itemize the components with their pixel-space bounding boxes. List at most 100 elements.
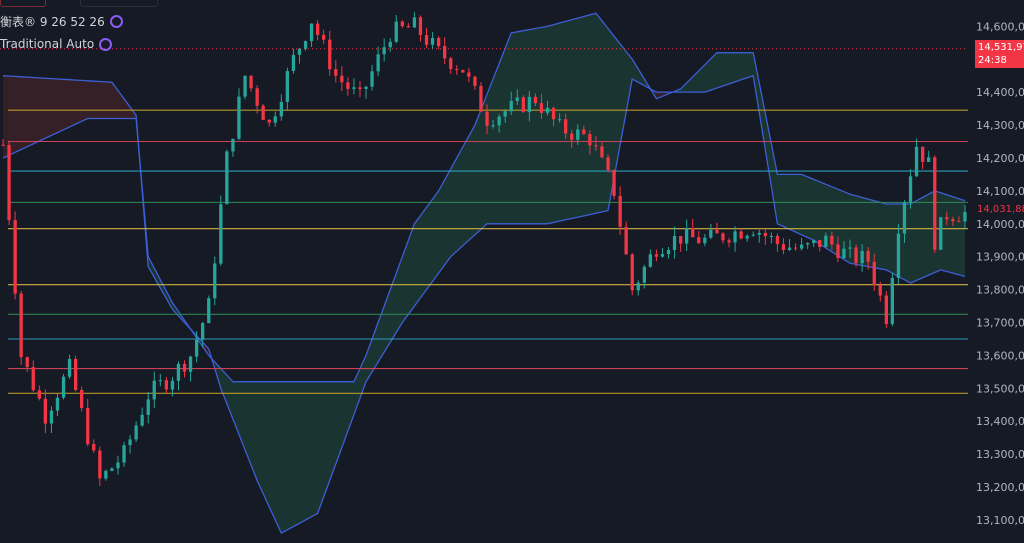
- candle-body-down: [261, 105, 265, 120]
- candle-body-down: [654, 254, 659, 257]
- candle-body-down: [346, 82, 350, 89]
- indicator-1-label: 衡表® 9 26 52 26: [0, 15, 105, 29]
- candle-body-down: [739, 231, 743, 239]
- candle-body-up: [709, 229, 713, 238]
- candle-body-down: [533, 96, 538, 104]
- candle-body-down: [691, 228, 695, 238]
- candle-body-down: [25, 357, 29, 368]
- candle-body-down: [92, 444, 96, 451]
- candle-body-up: [237, 96, 241, 139]
- candle-body-up: [842, 248, 846, 258]
- y-tick-label: 14,300,00: [976, 119, 1024, 132]
- candle-body-up: [225, 151, 229, 205]
- candle-body-up: [122, 445, 126, 463]
- candle-body-up: [412, 17, 417, 28]
- candle-body-up: [158, 380, 162, 382]
- candle-body-up: [394, 21, 398, 42]
- candle-body-down: [358, 87, 362, 90]
- candle-body-up: [787, 247, 792, 250]
- candle-body-down: [727, 240, 731, 243]
- candle-body-up: [860, 250, 864, 264]
- y-tick-label: 13,900,00: [976, 251, 1024, 264]
- candle-body-up: [558, 119, 562, 121]
- candle-body-up: [703, 237, 707, 244]
- indicator-legend-pivots[interactable]: Traditional Auto: [0, 37, 113, 51]
- indicator-legend-ichimoku[interactable]: 衡表® 9 26 52 26: [0, 13, 123, 30]
- candle-body-up: [812, 240, 816, 244]
- candle-body-up: [219, 204, 223, 264]
- candle-body-up: [201, 323, 205, 340]
- candle-body-up: [55, 397, 60, 411]
- cloud-bull-fill: [674, 52, 965, 284]
- candle-body-down: [630, 254, 634, 291]
- tab-stub[interactable]: [0, 0, 46, 7]
- candle-body-up: [273, 116, 277, 123]
- candle-body-down: [340, 75, 344, 83]
- candle-body-up: [243, 75, 247, 97]
- candle-body-down: [19, 293, 23, 358]
- ichimoku-cloud: [2, 12, 966, 535]
- candle-body-down: [322, 34, 326, 40]
- candle-body-up: [231, 138, 235, 152]
- y-tick-label: 13,100,00: [976, 514, 1024, 527]
- candle-body-down: [31, 367, 35, 391]
- ring-icon[interactable]: [109, 15, 123, 28]
- y-tick-label: 13,700,00: [976, 317, 1024, 330]
- candle-body-down: [818, 240, 822, 247]
- candle-body-down: [551, 107, 556, 120]
- indicator-2-label: Traditional Auto: [0, 37, 95, 51]
- candle-body-down: [255, 88, 259, 106]
- candles: [1, 12, 967, 486]
- candle-body-down: [80, 390, 84, 408]
- candle-body-down: [479, 85, 483, 112]
- candle-body-up: [213, 263, 217, 299]
- candle-body-down: [13, 220, 17, 294]
- candle-body-up: [648, 254, 652, 267]
- candle-body-down: [854, 247, 858, 264]
- candle-body-down: [715, 229, 719, 234]
- candle-body-up: [527, 96, 531, 112]
- candle-body-down: [164, 380, 168, 390]
- candle-body-down: [884, 295, 888, 324]
- candle-body-down: [424, 35, 429, 45]
- candle-body-down: [316, 23, 320, 35]
- candle-body-up: [176, 363, 181, 381]
- candle-body-down: [473, 76, 477, 86]
- candle-body-down: [921, 146, 925, 162]
- candle-body-up: [279, 101, 283, 117]
- candle-body-up: [848, 247, 852, 249]
- candle-body-up: [685, 228, 689, 244]
- y-tick-label: 14,400,00: [976, 86, 1024, 99]
- candle-body-down: [7, 145, 11, 221]
- candle-body-down: [624, 226, 628, 255]
- candle-body-down: [872, 261, 876, 286]
- candle-body-down: [866, 250, 870, 262]
- candle-body-down: [878, 285, 882, 296]
- cloud-bull-fill: [214, 13, 657, 534]
- y-tick-label: 13,400,00: [976, 415, 1024, 428]
- candle-body-up: [207, 298, 211, 324]
- candle-body-down: [461, 69, 465, 73]
- candle-body-down: [679, 236, 683, 244]
- candle-body-up: [509, 101, 513, 112]
- candle-body-up: [576, 129, 580, 140]
- candle-body-up: [134, 425, 138, 440]
- candle-body-down: [249, 75, 253, 89]
- candle-body-up: [902, 202, 907, 234]
- candle-body-up: [170, 380, 175, 390]
- candle-body-up: [800, 244, 804, 249]
- candle-body-down: [485, 111, 489, 126]
- ring-icon[interactable]: [99, 37, 113, 51]
- candle-body-up: [285, 71, 289, 102]
- candle-body-up: [352, 87, 356, 89]
- candle-body-down: [328, 39, 332, 70]
- tab-stub[interactable]: [80, 0, 158, 7]
- candle-body-down: [37, 390, 41, 399]
- candle-body-up: [49, 410, 54, 424]
- candle-body-down: [582, 129, 586, 135]
- candle-body-up: [908, 176, 913, 203]
- candle-body-down: [539, 103, 544, 113]
- cloud-bull-fill: [142, 187, 197, 338]
